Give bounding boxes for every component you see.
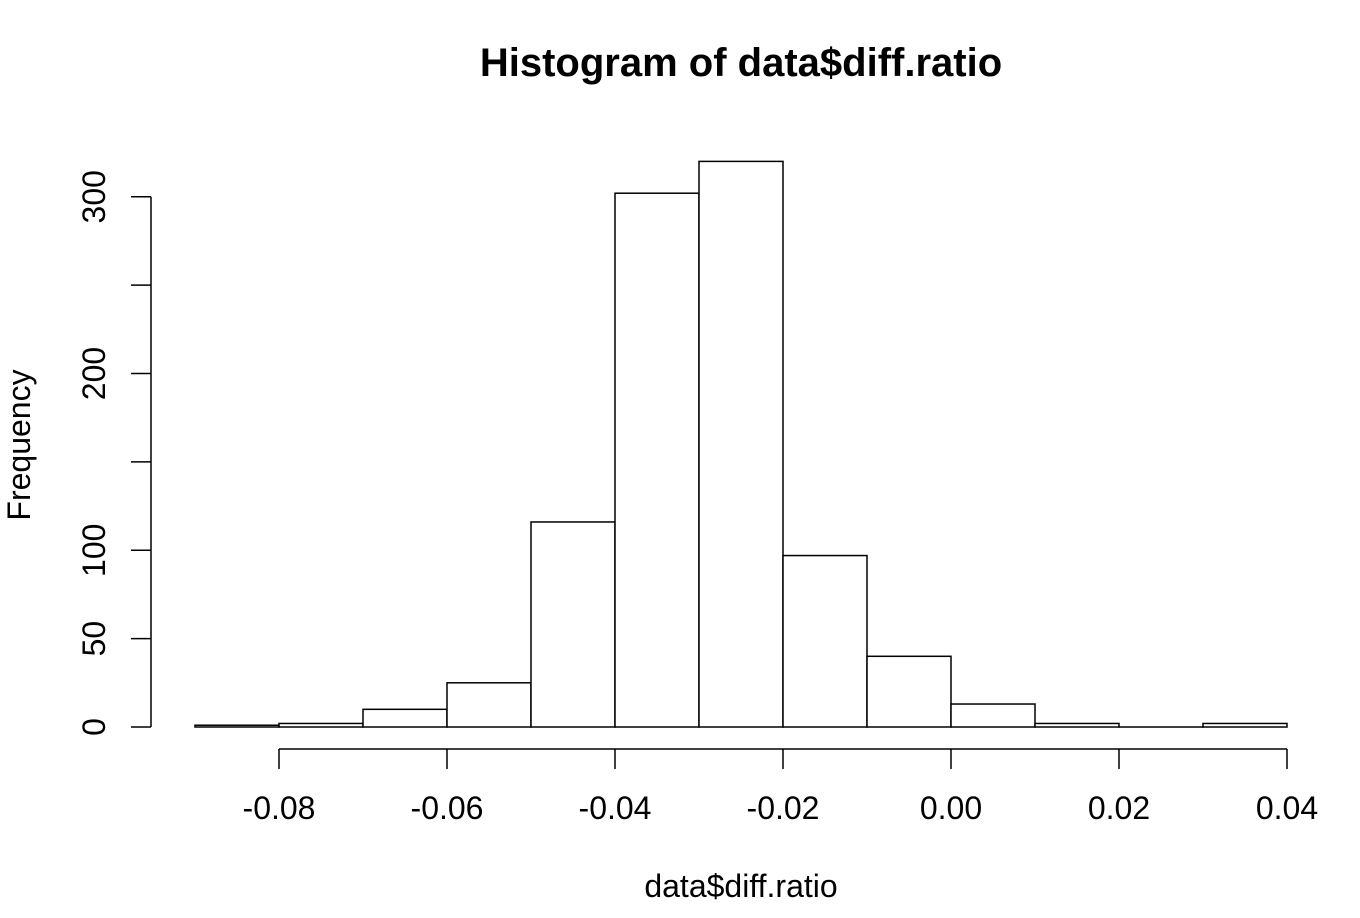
y-tick-label: 50 [76, 621, 112, 657]
histogram-bar [530, 521, 616, 728]
histogram-bar [950, 703, 1036, 728]
y-axis-label: Frequency [1, 369, 37, 520]
histogram-bar [194, 724, 280, 728]
histogram-bar [782, 554, 868, 728]
x-tick-label: -0.08 [243, 790, 316, 826]
y-tick-label: 200 [76, 347, 112, 400]
x-tick-label: -0.06 [411, 790, 484, 826]
x-tick-label: 0.02 [1088, 790, 1150, 826]
histogram-bar [278, 722, 364, 728]
histogram-bar [698, 160, 784, 728]
x-axis: -0.08 -0.06 -0.04 -0.02 0.00 0.02 0.04 [243, 748, 1318, 826]
x-tick-label: -0.04 [579, 790, 652, 826]
histogram-bar [1202, 722, 1288, 728]
y-tick-label: 100 [76, 524, 112, 577]
bars-group [194, 160, 1288, 728]
histogram-bar [1034, 722, 1120, 728]
x-tick-label: 0.04 [1256, 790, 1318, 826]
y-axis: 0 50 100 200 300 [76, 170, 152, 736]
y-tick-label: 0 [76, 718, 112, 736]
y-tick-label: 300 [76, 170, 112, 223]
x-axis-label: data$diff.ratio [644, 868, 837, 904]
histogram-bar [362, 708, 448, 728]
histogram-bar [446, 682, 532, 728]
histogram-bar [866, 655, 952, 728]
x-tick-label: -0.02 [747, 790, 820, 826]
histogram-bar [614, 192, 700, 728]
chart-title: Histogram of data$diff.ratio [480, 41, 1002, 85]
x-tick-label: 0.00 [920, 790, 982, 826]
